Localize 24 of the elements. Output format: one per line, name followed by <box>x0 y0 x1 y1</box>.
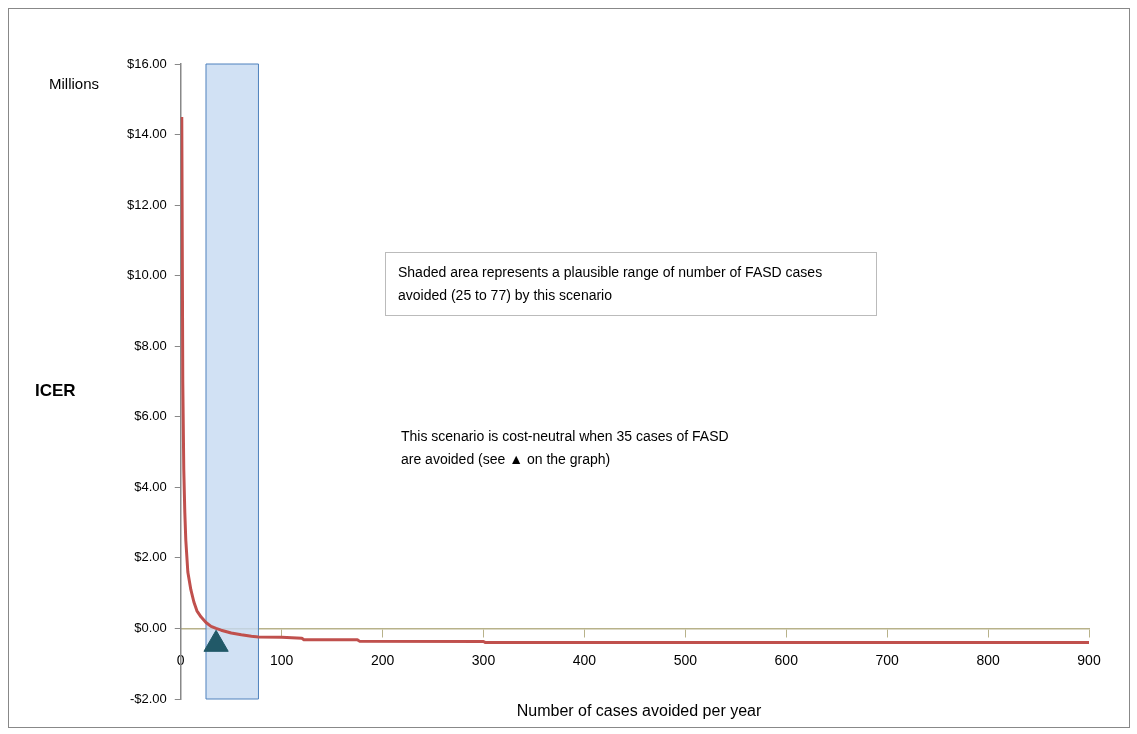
annotation: This scenario is cost-neutral when 35 cases of FASD are avoided (see ▲ on the graph) <box>401 427 730 469</box>
y-tick-label: -$2.00 <box>129 690 167 706</box>
y-tick-label: $10.00 <box>127 267 167 283</box>
x-tick-label: 200 <box>370 651 395 668</box>
text: Millions <box>49 75 100 92</box>
x-axis-title: Number of cases avoided per year <box>515 702 763 720</box>
y-tick-label: $0.00 <box>134 620 167 636</box>
x-tick-label: 400 <box>572 651 597 668</box>
y-tick-label: $6.00 <box>134 408 167 424</box>
x-tick-label: 500 <box>673 651 698 668</box>
y-tick-label: $4.00 <box>134 478 167 494</box>
y-tick-label: $14.00 <box>127 126 167 142</box>
y-tick-label: $16.00 <box>127 55 167 71</box>
x-tick-label: 600 <box>774 651 799 668</box>
x-tick-label: 300 <box>471 651 496 668</box>
y-tick-label: $12.00 <box>127 196 167 212</box>
y-axis-title: ICER <box>35 381 76 401</box>
y-tick-label: $8.00 <box>134 337 167 353</box>
x-tick-label: 800 <box>976 651 1000 668</box>
y-tick-label: $2.00 <box>134 549 167 565</box>
x-tick-label: 900 <box>1077 651 1101 668</box>
x-tick-label: 700 <box>875 651 900 668</box>
annotation: Shaded area represents a plausible range of number of FASD cases avoided (25 to 77) by this scenario <box>385 252 877 316</box>
x-tick-label: 100 <box>270 651 294 668</box>
